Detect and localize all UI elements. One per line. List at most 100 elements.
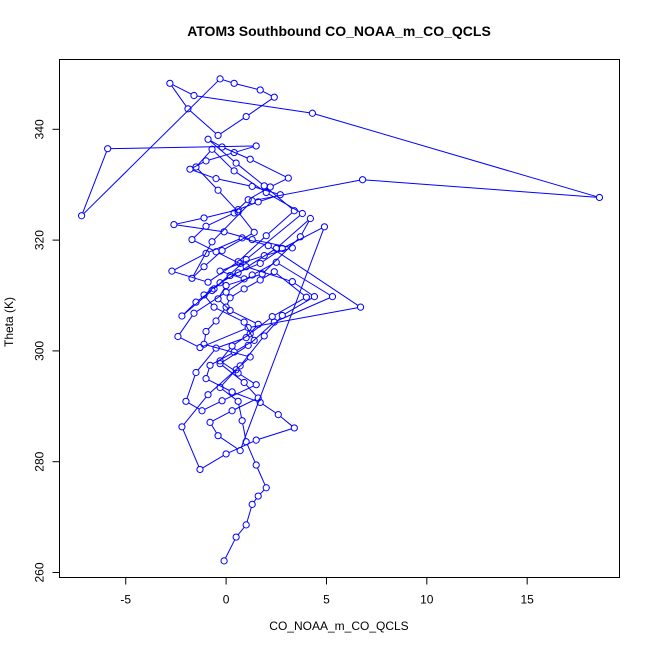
series-segment [244,238,266,246]
data-point [234,258,242,266]
series-segment [232,290,242,297]
series-segment [82,151,108,214]
data-point [276,191,284,199]
series-segment [236,341,252,351]
data-point [232,159,240,167]
data-point [242,255,250,264]
data-point [358,176,367,184]
series-segment [220,117,244,135]
series-segment [294,282,313,296]
series-segment [218,178,250,187]
series-segment [238,404,243,418]
series-segment [224,385,254,400]
data-point [204,135,212,143]
data-point [208,145,216,153]
data-point [77,212,86,220]
data-point [242,438,250,446]
data-point [230,148,238,157]
data-point [248,500,256,508]
data-point [214,131,222,139]
data-point [284,174,292,182]
series-segment [241,338,263,364]
series-segment [226,300,230,305]
series-segment [179,315,193,335]
data-point [212,175,220,183]
data-point [178,423,186,431]
series-segment [196,95,310,114]
data-point [182,397,190,405]
data-point [230,167,238,175]
data-point [260,252,268,260]
data-point [274,411,282,419]
series-segment [301,220,310,235]
data-point [252,461,260,469]
data-point [216,357,224,365]
series-segment [221,371,235,386]
data-point [192,298,200,306]
data-point [226,294,234,302]
series-segment [248,267,290,282]
data-points [77,75,604,565]
series-segment [280,416,293,427]
data-point [250,228,258,236]
data-point [266,183,274,191]
data-point [214,186,222,194]
data-point [178,312,186,320]
data-point [270,318,278,326]
x-tick-label: 0 [223,593,230,607]
series-segment [284,297,312,315]
series-segment [222,79,232,83]
data-point [238,234,246,242]
data-point [210,285,218,293]
series-segment [236,146,254,153]
data-point [244,196,252,204]
data-point [234,269,242,277]
series-segment [274,298,304,316]
data-point [240,275,248,283]
data-point [170,220,178,229]
data-point [166,79,174,87]
data-point [214,432,222,440]
data-point [188,235,196,244]
plot-frame [59,59,620,578]
series-segment [218,252,244,266]
series-segment [197,168,217,189]
series-segment [240,374,254,384]
data-point [104,145,112,153]
data-point [244,341,252,349]
y-axis: 260 280 300 320 340 [33,119,60,583]
data-point [188,274,196,282]
data-point [246,330,254,338]
data-point [198,407,206,415]
series-segment [208,152,232,161]
series-segment [246,281,258,288]
series-segment [256,467,266,486]
data-point [306,214,314,223]
data-point [248,197,256,205]
series-segment [220,436,238,450]
series-segment [193,268,203,277]
data-point [256,259,264,267]
series-segment [254,263,274,275]
data-point [328,293,337,301]
y-tick-label: 260 [33,562,47,582]
data-point [262,232,270,240]
data-point [234,206,242,214]
series-segment [193,244,211,276]
data-point [222,281,230,290]
series-segment [212,411,230,422]
data-point [226,271,234,280]
data-point [216,383,224,392]
data-point [228,342,236,350]
data-point [246,155,254,163]
data-point [190,309,198,317]
x-tick-label: -5 [120,593,131,607]
series-segment [196,293,224,312]
chart-title: ATOM3 Southbound CO_NOAA_m_CO_QCLS [187,23,491,39]
series-segment [237,83,258,90]
data-point [212,344,220,352]
series-segment [206,209,236,218]
series-segment [225,539,236,559]
y-tick-label: 300 [33,341,47,361]
series-segment [250,323,273,344]
